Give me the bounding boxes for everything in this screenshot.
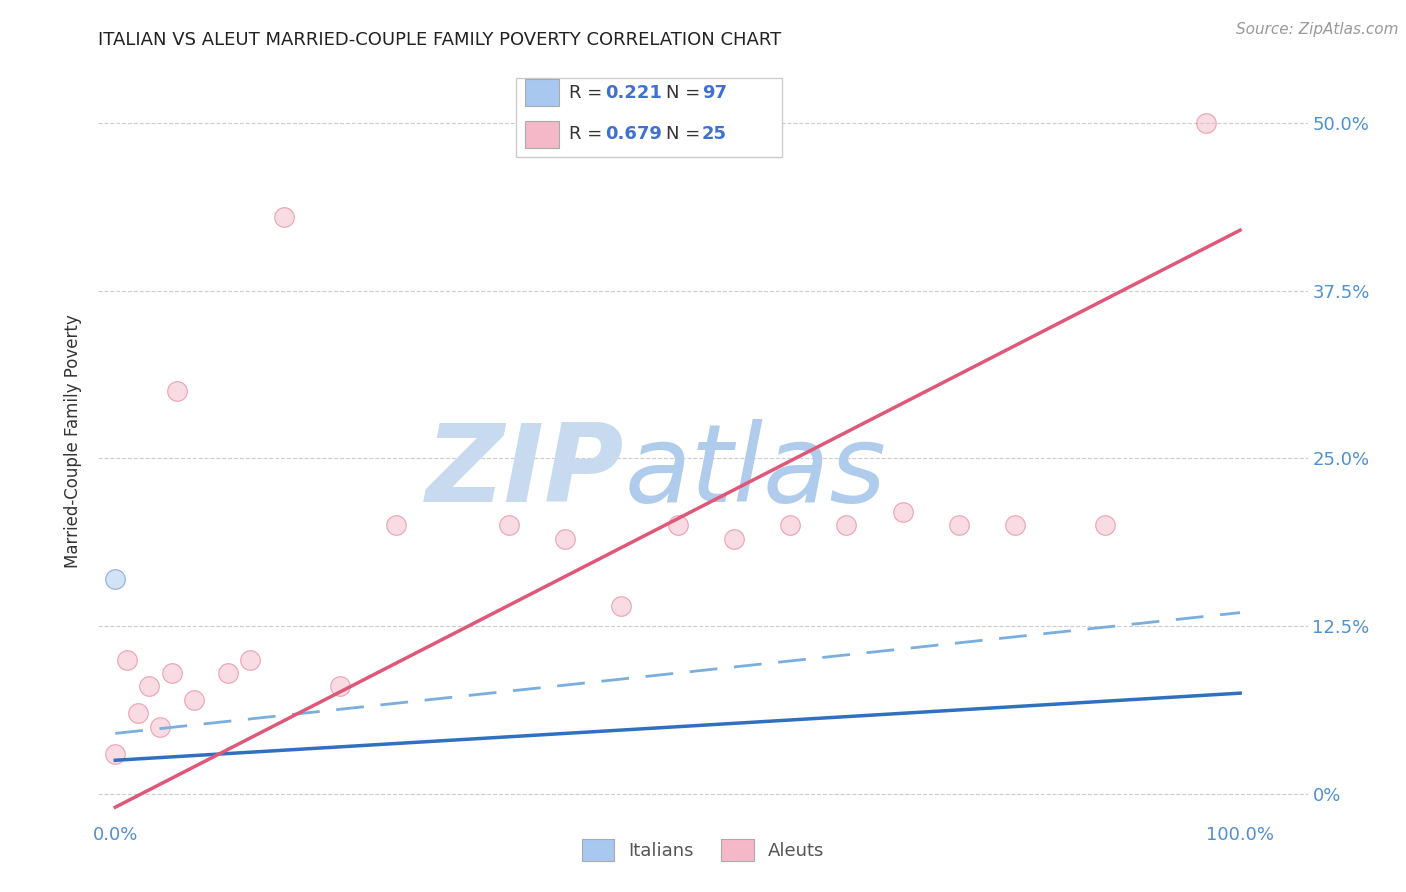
Point bbox=[498, 518, 520, 533]
Point bbox=[666, 518, 689, 533]
Point bbox=[217, 666, 239, 681]
Point bbox=[239, 652, 262, 666]
Text: 25: 25 bbox=[702, 125, 727, 144]
Text: 0.679: 0.679 bbox=[605, 125, 662, 144]
Point bbox=[385, 518, 408, 533]
Point bbox=[166, 384, 188, 399]
Text: N =: N = bbox=[665, 125, 706, 144]
Point bbox=[1094, 518, 1116, 533]
Text: R =: R = bbox=[569, 125, 607, 144]
Bar bbox=[526, 78, 560, 106]
Text: ITALIAN VS ALEUT MARRIED-COUPLE FAMILY POVERTY CORRELATION CHART: ITALIAN VS ALEUT MARRIED-COUPLE FAMILY P… bbox=[98, 31, 782, 49]
Point bbox=[1004, 518, 1026, 533]
Point bbox=[948, 518, 970, 533]
Point bbox=[1195, 116, 1218, 130]
Point bbox=[160, 666, 183, 681]
Point bbox=[891, 505, 914, 519]
Y-axis label: Married-Couple Family Poverty: Married-Couple Family Poverty bbox=[65, 315, 83, 568]
Point bbox=[610, 599, 633, 613]
Text: 97: 97 bbox=[702, 84, 727, 102]
Point bbox=[779, 518, 801, 533]
Point bbox=[104, 572, 127, 586]
Point bbox=[149, 720, 172, 734]
Text: atlas: atlas bbox=[624, 419, 886, 524]
Point bbox=[554, 532, 576, 546]
Point bbox=[329, 680, 352, 694]
Point bbox=[183, 693, 205, 707]
Text: R =: R = bbox=[569, 84, 607, 102]
Text: Source: ZipAtlas.com: Source: ZipAtlas.com bbox=[1236, 22, 1399, 37]
Point bbox=[127, 706, 149, 721]
Legend: Italians, Aleuts: Italians, Aleuts bbox=[575, 832, 831, 869]
Bar bbox=[526, 120, 560, 148]
Point bbox=[835, 518, 858, 533]
Point bbox=[723, 532, 745, 546]
Point bbox=[104, 747, 127, 761]
Text: 0.221: 0.221 bbox=[605, 84, 662, 102]
Text: N =: N = bbox=[665, 84, 706, 102]
Text: ZIP: ZIP bbox=[426, 419, 624, 524]
Point bbox=[138, 680, 160, 694]
FancyBboxPatch shape bbox=[516, 78, 782, 157]
Point bbox=[115, 652, 138, 666]
Point bbox=[273, 210, 295, 224]
